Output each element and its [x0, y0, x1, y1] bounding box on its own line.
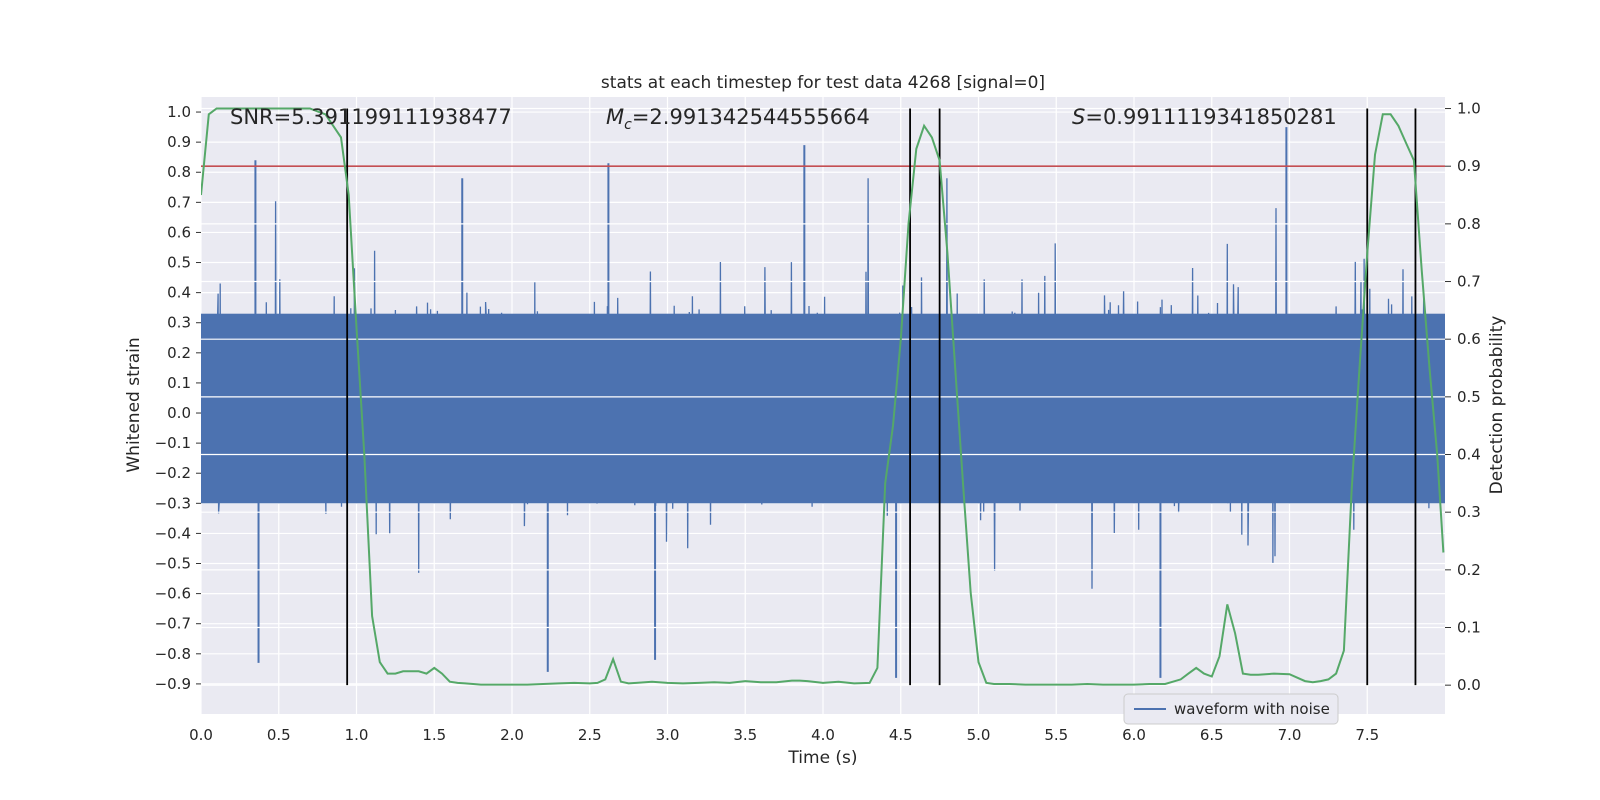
y2-tick-label: 0.4: [1457, 446, 1481, 464]
y-tick-label: −0.2: [155, 464, 191, 482]
y-tick-label: −0.8: [155, 645, 191, 663]
y-tick-label: 0.8: [167, 163, 191, 181]
x-axis-label: Time (s): [787, 748, 857, 768]
x-tick-label: 2.5: [578, 726, 602, 744]
y-axis-label: Whitened strain: [124, 337, 144, 472]
waveform-dense-band: [201, 313, 1445, 504]
x-tick-label: 6.0: [1122, 726, 1146, 744]
y-tick-label: 0.9: [167, 133, 191, 151]
annotations: SNR=5.391199111938477 Mc=2.9913425445556…: [230, 105, 1337, 133]
x-tick-label: 3.5: [733, 726, 757, 744]
x-tick-label: 0.5: [267, 726, 291, 744]
y2-tick-label: 0.6: [1457, 330, 1481, 348]
mc-symbol: M: [606, 105, 624, 129]
y-tick-label: 0.3: [167, 314, 191, 332]
y-tick-label: 0.1: [167, 374, 191, 392]
y2-tick-label: 0.0: [1457, 676, 1481, 694]
x-axis-ticks: 0.0 0.5 1.0 1.5 2.0 2.5 3.0 3.5 4.0 4.5 5.0 5.5 6.0 6…: [189, 726, 1379, 744]
y2-tick-label: 0.1: [1457, 619, 1481, 637]
y2-axis-ticks: 1.0 0.9 0.8 0.7 0.6 0.5 0.4 0.3 0.2 0.1 0.0: [1445, 100, 1481, 694]
y-tick-label: 0.2: [167, 344, 191, 362]
y-tick-label: 0.4: [167, 284, 191, 302]
x-tick-label: 6.5: [1200, 726, 1224, 744]
y-tick-label: −0.3: [155, 494, 191, 512]
y2-tick-label: 0.5: [1457, 388, 1481, 406]
chart-title: stats at each timestep for test data 426…: [601, 73, 1045, 93]
x-tick-label: 1.5: [422, 726, 446, 744]
x-tick-label: 3.0: [656, 726, 680, 744]
y-tick-label: 1.0: [167, 103, 191, 121]
mc-annotation: Mc=2.991342544555664: [606, 105, 870, 133]
y-tick-label: −0.4: [155, 524, 191, 542]
detection-probability-series: [201, 107, 1445, 686]
y-axis-ticks: 1.0 0.9 0.8 0.7 0.6 0.5 0.4 0.3 0.2 0.1 0.0 −0.1 −0.…: [155, 103, 201, 693]
y-tick-label: 0.6: [167, 223, 191, 241]
y2-tick-label: 0.2: [1457, 561, 1481, 579]
y-tick-label: 0.5: [167, 254, 191, 272]
y-tick-label: −0.5: [155, 555, 191, 573]
detection-probability-line: [201, 107, 1445, 686]
waveform-with-noise-series: [201, 127, 1445, 678]
x-tick-label: 1.0: [345, 726, 369, 744]
mc-value: =2.991342544555664: [632, 105, 870, 129]
x-tick-label: 7.0: [1278, 726, 1302, 744]
mc-subscript: c: [624, 117, 632, 133]
legend-box: [1123, 693, 1339, 725]
snr-annotation: SNR=5.391199111938477: [230, 105, 512, 129]
s-annotation: S=0.9911119341850281: [1072, 105, 1337, 129]
y2-tick-label: 0.9: [1457, 157, 1481, 175]
x-tick-label: 0.0: [189, 726, 213, 744]
y-tick-label: 0.0: [167, 404, 191, 422]
x-tick-label: 2.0: [500, 726, 524, 744]
x-tick-label: 5.0: [967, 726, 991, 744]
y-tick-label: 0.7: [167, 193, 191, 211]
y2-axis-label: Detection probability: [1487, 316, 1507, 495]
y2-tick-label: 0.7: [1457, 273, 1481, 291]
x-tick-label: 4.5: [889, 726, 913, 744]
y2-tick-label: 0.3: [1457, 503, 1481, 521]
s-symbol: S: [1072, 105, 1085, 129]
x-tick-label: 4.0: [811, 726, 835, 744]
x-tick-label: 5.5: [1044, 726, 1068, 744]
y-tick-label: −0.9: [155, 675, 191, 693]
y-tick-label: −0.7: [155, 615, 191, 633]
legend-label: waveform with noise: [1174, 700, 1330, 718]
y2-tick-label: 0.8: [1457, 215, 1481, 233]
y2-tick-label: 1.0: [1457, 100, 1481, 118]
secondary-grid-lines: [201, 107, 1445, 686]
legend: waveform with noise: [1123, 693, 1339, 725]
x-tick-label: 7.5: [1355, 726, 1379, 744]
y-tick-label: −0.6: [155, 585, 191, 603]
y-tick-label: −0.1: [155, 434, 191, 452]
s-value: =0.9911119341850281: [1085, 105, 1336, 129]
